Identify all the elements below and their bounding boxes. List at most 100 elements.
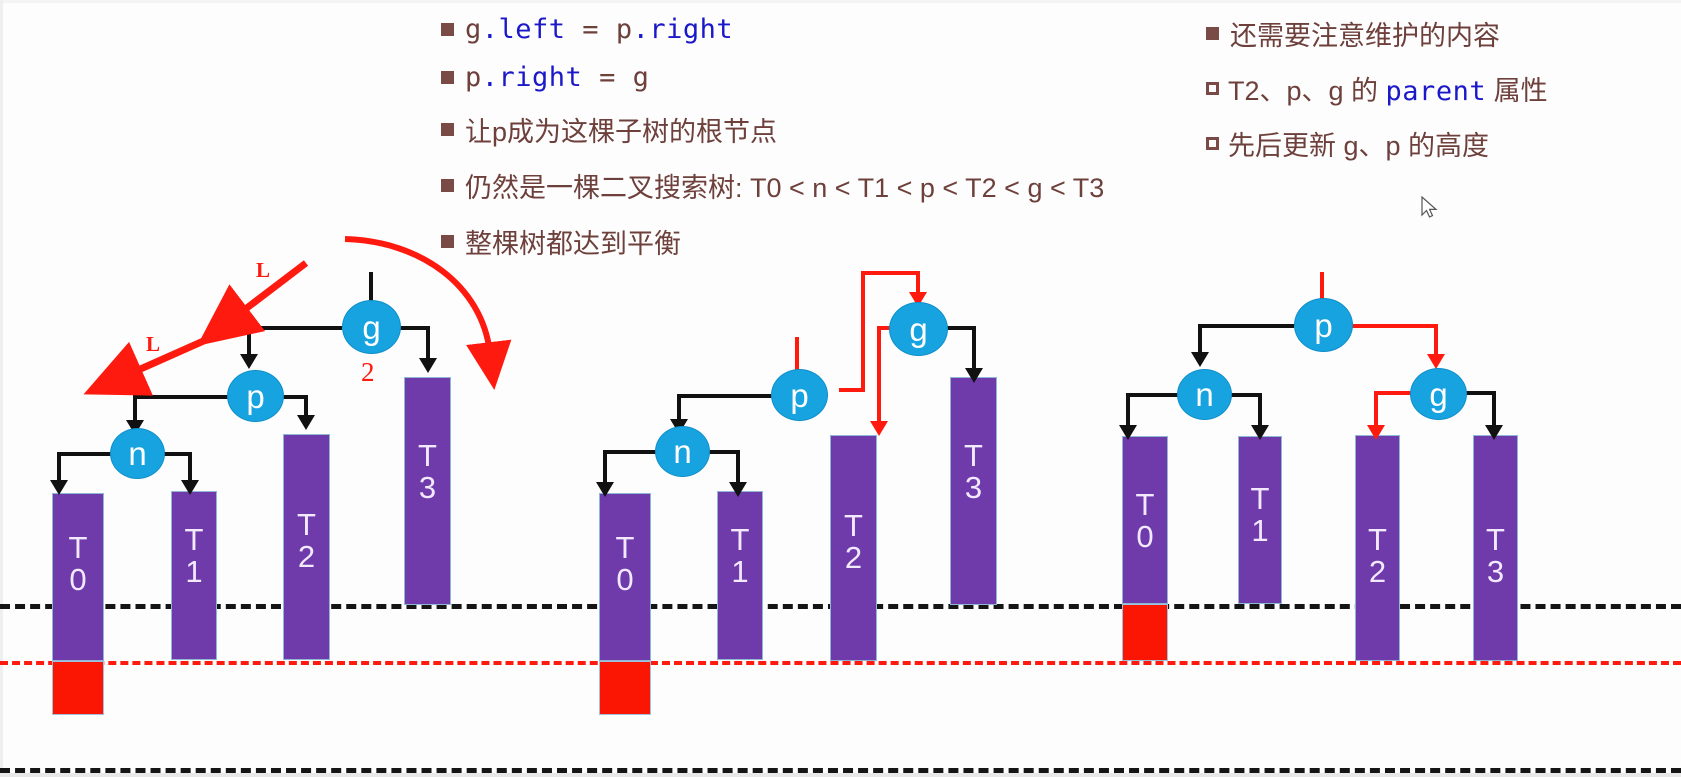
page-edge-left (0, 0, 3, 777)
page-edge-bottom (0, 773, 1681, 777)
list-item: 整棵树都达到平衡 (441, 222, 1104, 261)
edge-p-root-stub-red (795, 337, 799, 379)
subtree-label-line1: T (1250, 481, 1270, 516)
subtree-label-line1: T (184, 522, 204, 557)
arrowhead-g-to-T3 (419, 358, 437, 373)
edge-g-to-T3-horizontal (398, 326, 430, 330)
subtree-label-line1: T (297, 507, 316, 542)
subtree-label-line2: 0 (1136, 518, 1154, 554)
edge-n-to-T0-horizontal (1126, 393, 1182, 397)
subtree-label-line2: 0 (69, 561, 87, 597)
edge-g-to-T2-red-h (1374, 391, 1416, 395)
filled-square-bullet-icon (1206, 27, 1219, 40)
edge-n-to-T0-vertical (1126, 393, 1130, 427)
list-item: 先后更新 g、p 的高度 (1206, 124, 1548, 163)
code-token: = (565, 14, 616, 45)
node-label: g (1429, 375, 1448, 413)
edge-n-to-T0-vertical (57, 452, 61, 482)
edge-g-to-T3-horizontal (944, 326, 976, 330)
subtree-label-line2: 2 (297, 538, 316, 574)
edge-p-to-n-horizontal (1198, 324, 1294, 328)
code-token: p (615, 14, 633, 45)
edge-p-root-stub-red (1320, 272, 1324, 318)
rotation-arrow-upper (197, 260, 309, 346)
arrowhead-g-to-T2-red (870, 421, 888, 436)
rotation-label-L-upper: L (256, 258, 271, 282)
node-label: p (790, 376, 809, 414)
filled-square-bullet-icon (441, 235, 454, 248)
arrowhead-p-to-g-red (1427, 354, 1445, 369)
rotation-curve-arrow (344, 236, 512, 390)
edge-n-to-T0-horizontal (603, 450, 661, 454)
arrowhead-n-to-T0 (50, 480, 68, 495)
subtree-label-line1: T (730, 522, 750, 557)
filled-square-bullet-icon (441, 23, 454, 36)
filled-square-bullet-icon (441, 71, 454, 84)
edge-g-to-T3-vertical (972, 326, 976, 370)
code-token: .right (632, 14, 734, 45)
list-item: g.left = p.right (441, 14, 1104, 45)
arrowhead-n-to-T1 (1251, 425, 1269, 440)
node-label: n (128, 435, 147, 472)
edge-n-to-T1-horizontal (1228, 393, 1262, 397)
node-label: g (362, 308, 381, 346)
right-bullet-list: 还需要注意维护的内容 T2、p、g 的 parent 属性 先后更新 g、p 的… (1206, 14, 1548, 179)
subtree-bar-T0: T 0 (1122, 436, 1168, 604)
page-edge-top (0, 0, 1681, 3)
edge-g-to-p-horizontal (247, 326, 342, 330)
bullet-text: p.right = g (465, 62, 649, 93)
edge-p-to-n-vertical (133, 395, 137, 423)
edge-p-to-n-horizontal (677, 394, 775, 398)
edge-n-to-T1-horizontal (160, 452, 192, 456)
mouse-cursor-icon (1421, 196, 1438, 218)
bullet-text: 让p成为这棵子树的根节点 (465, 117, 778, 147)
arrowhead-n-to-T0 (1119, 425, 1137, 440)
edge-root-stub (369, 272, 373, 322)
subtree-bar-T2: T 2 (830, 435, 877, 661)
tree-node-n: n (110, 428, 165, 479)
arrowhead-n-to-T1 (181, 480, 199, 495)
code-token: = g (582, 62, 650, 93)
rotation-arrows-svg (83, 236, 512, 396)
tree-node-g: g (889, 302, 948, 356)
tree-node-n: n (655, 426, 710, 477)
code-token: g (465, 14, 482, 45)
edge-g-to-T3-horizontal (1462, 391, 1496, 395)
balance-factor-label: 2 (361, 357, 375, 387)
subtree-bar-T2: T 2 (1355, 435, 1400, 661)
left-bullet-list: g.left = p.right p.right = g 让p成为这棵子树的根节… (441, 14, 1104, 278)
arrowhead-g-to-T3 (1485, 425, 1503, 440)
subtree-label-line2: 1 (1251, 512, 1269, 548)
subtree-bar-T1: T 1 (171, 491, 217, 660)
tree-node-p: p (1294, 298, 1353, 352)
filled-square-bullet-icon (441, 179, 454, 192)
code-token: .left (481, 14, 566, 45)
subtree-label-line1: T (418, 438, 437, 473)
hollow-square-bullet-icon (1206, 137, 1219, 150)
arrowhead-g-to-p (240, 354, 258, 369)
subtree-label-line2: 3 (964, 469, 983, 505)
subtree-bar-T0: T 0 (52, 493, 104, 661)
subtree-bar-T1: T 1 (717, 491, 763, 660)
tree-node-g: g (1410, 368, 1467, 420)
node-label: p (246, 377, 265, 415)
subtree-bar-T3: T 3 (950, 377, 997, 605)
edge-n-to-T1-vertical (736, 450, 740, 484)
subtree-label-line2: 0 (616, 561, 634, 597)
subtree-bar-T2: T 2 (283, 434, 330, 660)
subtree-bar-T1: T 1 (1238, 436, 1282, 604)
subtree-label-line1: T (68, 530, 88, 565)
subtree-label-line1: T (1486, 522, 1505, 557)
height-guide-line-red (0, 661, 1681, 665)
edge-p-to-n-vertical (1198, 324, 1202, 354)
edge-p-to-g-red-h (1348, 324, 1438, 328)
tree-node-p: p (227, 370, 284, 422)
filled-square-bullet-icon (441, 123, 454, 136)
subtree-label-line1: T (615, 530, 635, 565)
bullet-text: 还需要注意维护的内容 (1230, 21, 1500, 51)
list-item: T2、p、g 的 parent 属性 (1206, 69, 1548, 108)
bullet-text: 先后更新 g、p 的高度 (1228, 131, 1490, 161)
bullet-text: T2、p、g 的 parent 属性 (1228, 69, 1548, 108)
height-guide-line-black-lower (0, 768, 1681, 773)
